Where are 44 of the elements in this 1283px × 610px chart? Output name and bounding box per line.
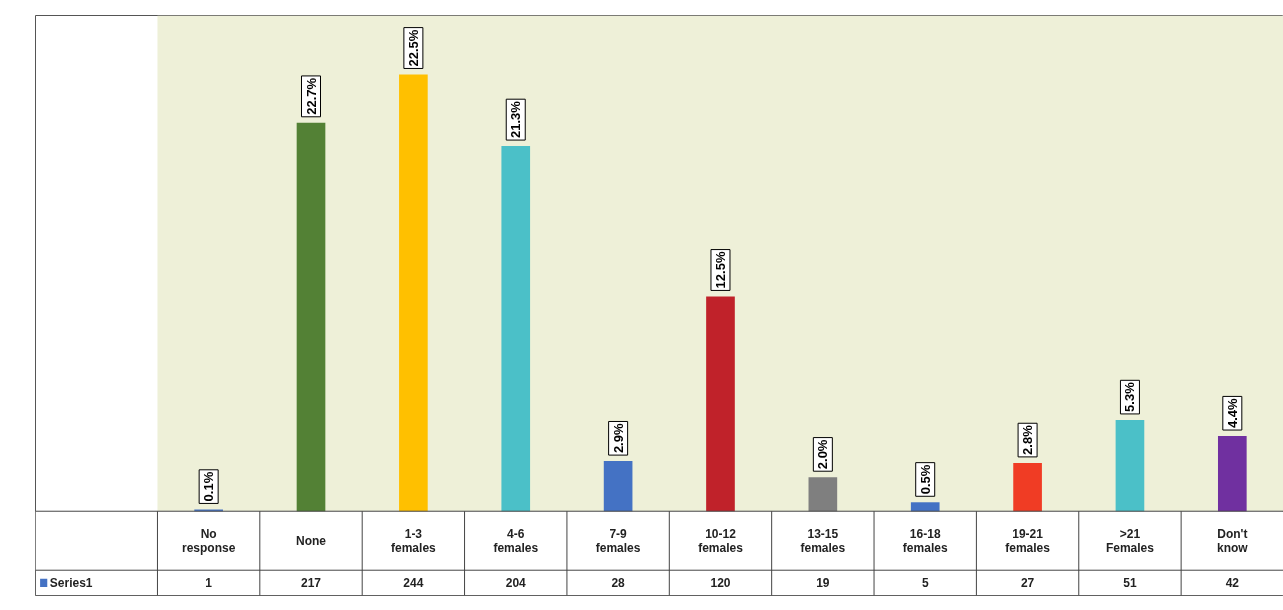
annotation: 2.0%: [815, 439, 831, 470]
x-tick-label: 1-3 females: [391, 526, 437, 555]
x-tick-label: No response: [181, 526, 236, 555]
bar: [706, 296, 735, 512]
x-tick-label: 13-15 females: [800, 526, 846, 555]
data-label: 120: [710, 576, 731, 591]
x-tick-label: 4-6 females: [493, 526, 539, 555]
annotation: 2.8%: [1020, 424, 1036, 455]
x-tick-label: >21 Females: [1105, 526, 1155, 555]
data-label: 5: [921, 576, 929, 591]
x-tick-label: 7-9 females: [595, 526, 641, 555]
bar: [1013, 462, 1042, 512]
bar: [501, 146, 531, 512]
bar: [296, 122, 326, 512]
x-tick-label: 10-12 females: [698, 526, 744, 555]
data-label: 28: [611, 576, 626, 591]
data-label: 244: [403, 576, 424, 591]
data-label: 1: [205, 576, 213, 591]
data-label: 217: [301, 576, 322, 591]
data-label: 27: [1020, 576, 1035, 591]
x-tick-label: 19-21 females: [1005, 526, 1051, 555]
bar: [1115, 419, 1145, 512]
bar: [1217, 436, 1247, 512]
annotation: 22.7%: [303, 77, 319, 115]
data-label: 204: [505, 576, 527, 591]
x-tick-label: Don't know: [1216, 526, 1249, 555]
data-label: 51: [1123, 576, 1137, 591]
bar: [910, 502, 940, 512]
annotation: 22.5%: [405, 29, 421, 67]
annotation: 4.4%: [1224, 397, 1240, 429]
x-tick-label: None: [296, 533, 327, 548]
bar: [603, 461, 633, 512]
bar: [808, 477, 838, 512]
data-label: 42: [1225, 576, 1240, 591]
annotation: 0.1%: [201, 471, 217, 502]
legend-label: Series1: [49, 575, 93, 590]
data-label: 19: [816, 576, 830, 591]
annotation: 2.9%: [610, 423, 626, 454]
bar: [399, 74, 428, 512]
x-tick-label: 16-18 females: [902, 526, 948, 555]
annotation: 21.3%: [508, 100, 524, 139]
annotation: 12.5%: [712, 251, 728, 289]
annotation: 0.5%: [917, 464, 933, 495]
annotation: 5.3%: [1122, 381, 1138, 412]
